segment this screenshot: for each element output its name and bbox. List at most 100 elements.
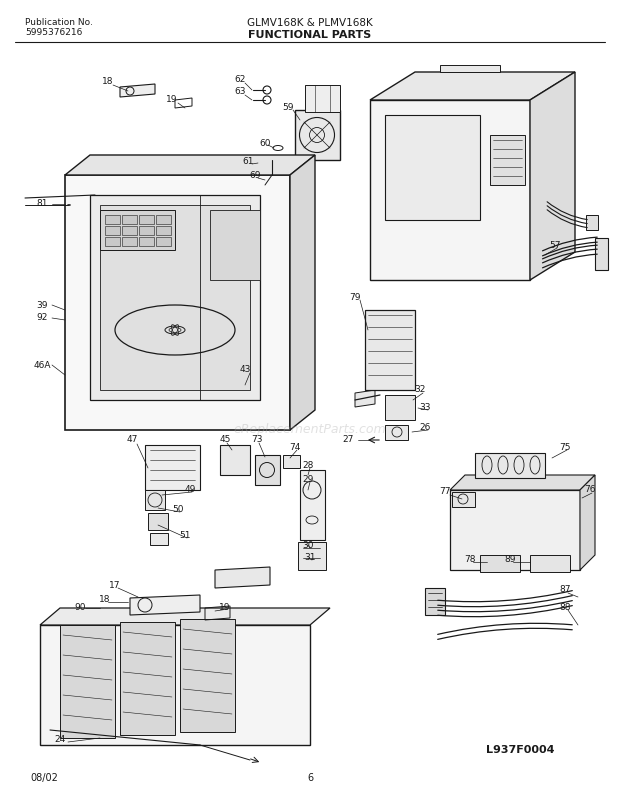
Polygon shape bbox=[295, 110, 340, 160]
Polygon shape bbox=[40, 608, 330, 625]
Polygon shape bbox=[385, 115, 480, 220]
Text: 31: 31 bbox=[304, 553, 316, 562]
Text: Publication No.: Publication No. bbox=[25, 18, 93, 27]
Polygon shape bbox=[580, 475, 595, 570]
Polygon shape bbox=[156, 237, 171, 246]
Polygon shape bbox=[452, 492, 475, 507]
Text: 69: 69 bbox=[249, 171, 261, 179]
Text: 32: 32 bbox=[414, 386, 426, 395]
Text: 6: 6 bbox=[307, 773, 313, 783]
Polygon shape bbox=[355, 390, 375, 407]
Text: 88: 88 bbox=[559, 603, 571, 612]
Polygon shape bbox=[145, 490, 165, 510]
Polygon shape bbox=[148, 513, 168, 530]
Polygon shape bbox=[425, 588, 445, 615]
Polygon shape bbox=[105, 237, 120, 246]
Polygon shape bbox=[255, 455, 280, 485]
Text: 90: 90 bbox=[74, 603, 86, 611]
Polygon shape bbox=[150, 533, 168, 545]
Polygon shape bbox=[122, 226, 137, 235]
Text: 43: 43 bbox=[239, 365, 250, 375]
Polygon shape bbox=[283, 455, 300, 468]
Polygon shape bbox=[385, 425, 408, 440]
Polygon shape bbox=[139, 237, 154, 246]
Polygon shape bbox=[490, 135, 525, 185]
Text: 60: 60 bbox=[259, 138, 271, 148]
Polygon shape bbox=[120, 622, 175, 735]
Text: eReplacementParts.com: eReplacementParts.com bbox=[234, 423, 386, 437]
Polygon shape bbox=[139, 215, 154, 224]
Polygon shape bbox=[105, 226, 120, 235]
Text: 62: 62 bbox=[234, 75, 246, 84]
Text: 73: 73 bbox=[251, 435, 263, 445]
Text: 30: 30 bbox=[303, 541, 314, 549]
Text: 19: 19 bbox=[219, 603, 231, 611]
Text: 08/02: 08/02 bbox=[30, 773, 58, 783]
Polygon shape bbox=[100, 205, 250, 390]
Polygon shape bbox=[305, 85, 340, 112]
Text: L937F0004: L937F0004 bbox=[485, 745, 554, 755]
Polygon shape bbox=[370, 100, 530, 280]
Polygon shape bbox=[120, 84, 155, 97]
Text: 29: 29 bbox=[303, 476, 314, 484]
Polygon shape bbox=[180, 619, 235, 732]
Polygon shape bbox=[156, 215, 171, 224]
Text: FUNCTIONAL PARTS: FUNCTIONAL PARTS bbox=[249, 30, 371, 40]
Text: 89: 89 bbox=[504, 556, 516, 565]
Text: 59: 59 bbox=[282, 102, 294, 111]
Text: 18: 18 bbox=[99, 596, 111, 604]
Polygon shape bbox=[290, 155, 315, 430]
Polygon shape bbox=[100, 210, 175, 250]
Text: 26: 26 bbox=[419, 423, 431, 433]
Text: 27: 27 bbox=[342, 434, 353, 444]
Polygon shape bbox=[105, 215, 120, 224]
Polygon shape bbox=[385, 395, 415, 420]
Polygon shape bbox=[122, 215, 137, 224]
Polygon shape bbox=[530, 72, 575, 280]
Text: 92: 92 bbox=[37, 314, 48, 322]
Polygon shape bbox=[450, 490, 580, 570]
Text: 19: 19 bbox=[166, 95, 178, 105]
Text: 18: 18 bbox=[102, 78, 113, 87]
Text: 39: 39 bbox=[36, 300, 48, 310]
Text: 51: 51 bbox=[179, 530, 191, 539]
Text: 57: 57 bbox=[549, 241, 560, 249]
Text: 50: 50 bbox=[172, 506, 184, 515]
Polygon shape bbox=[370, 72, 575, 100]
Polygon shape bbox=[365, 310, 415, 390]
Polygon shape bbox=[122, 237, 137, 246]
Text: 76: 76 bbox=[584, 485, 596, 495]
Text: 77: 77 bbox=[439, 488, 451, 496]
Polygon shape bbox=[210, 210, 260, 280]
Text: 81: 81 bbox=[36, 199, 48, 209]
Text: 47: 47 bbox=[126, 435, 138, 445]
Polygon shape bbox=[298, 542, 326, 570]
Polygon shape bbox=[90, 195, 260, 400]
Text: GLMV168K & PLMV168K: GLMV168K & PLMV168K bbox=[247, 18, 373, 28]
Text: 74: 74 bbox=[290, 444, 301, 453]
Text: 17: 17 bbox=[109, 581, 121, 591]
Polygon shape bbox=[60, 625, 115, 738]
Text: 28: 28 bbox=[303, 461, 314, 469]
Text: 79: 79 bbox=[349, 292, 361, 302]
Text: 5995376216: 5995376216 bbox=[25, 28, 82, 37]
Text: 24: 24 bbox=[55, 735, 66, 745]
Polygon shape bbox=[475, 453, 545, 478]
Polygon shape bbox=[300, 470, 325, 540]
Polygon shape bbox=[440, 65, 500, 72]
Text: 78: 78 bbox=[464, 556, 476, 565]
Polygon shape bbox=[450, 475, 595, 490]
Polygon shape bbox=[145, 445, 200, 490]
Polygon shape bbox=[220, 445, 250, 475]
Polygon shape bbox=[65, 155, 315, 175]
Polygon shape bbox=[595, 238, 608, 270]
Polygon shape bbox=[530, 555, 570, 572]
Polygon shape bbox=[40, 625, 310, 745]
Text: 61: 61 bbox=[242, 156, 254, 165]
Polygon shape bbox=[586, 215, 598, 230]
Text: 46A: 46A bbox=[33, 360, 51, 369]
Polygon shape bbox=[139, 226, 154, 235]
Polygon shape bbox=[156, 226, 171, 235]
Polygon shape bbox=[480, 555, 520, 572]
Polygon shape bbox=[215, 567, 270, 588]
